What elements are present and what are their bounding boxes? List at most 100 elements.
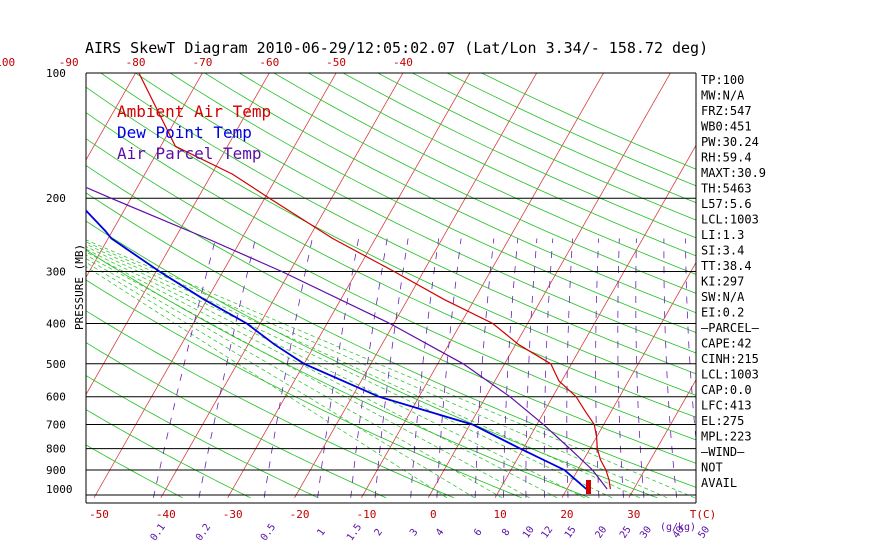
index-entry: SW:N/A (701, 290, 745, 304)
moist-adiabat-line (86, 261, 475, 499)
bottom-temp-tick-label: 0 (430, 508, 437, 521)
isotherm-line (628, 379, 696, 499)
mixing-ratio-tick-label: 15 (563, 524, 579, 540)
isotherm-line (829, 64, 870, 498)
index-entry: TT:38.4 (701, 259, 752, 273)
dry-adiabat-line (86, 112, 696, 418)
y-axis-label: PRESSURE (MB) (73, 244, 86, 330)
dry-adiabat-line (86, 249, 590, 499)
top-temp-tick-label: -70 (192, 56, 212, 69)
pressure-tick-label: 300 (46, 265, 66, 278)
top-temp-tick-label: -90 (59, 56, 79, 69)
mixing-ratio-tick-label: 1.5 (345, 522, 364, 543)
index-entry: —WIND— (701, 445, 745, 459)
index-entry: SI:3.4 (701, 244, 744, 258)
mixing-ratio-tick-label: 3 (408, 527, 420, 538)
index-entry: MPL:223 (701, 430, 752, 444)
mixing-ratio-line (198, 238, 256, 498)
index-entry: FRZ:547 (701, 104, 752, 118)
moist-adiabat-line (86, 241, 668, 499)
moist-adiabat-line (86, 251, 558, 499)
index-entry: WB0:451 (701, 120, 752, 134)
mixing-ratio-line (635, 238, 645, 498)
mixing-ratio-line (374, 238, 409, 498)
dry-adiabat-line (135, 73, 696, 354)
mixing-ratio-tick-label: 12 (539, 524, 555, 540)
pressure-tick-label: 800 (46, 443, 66, 456)
dry-adiabat-line (86, 164, 696, 464)
isotherm-line (160, 73, 404, 499)
index-entry: LCL:1003 (701, 213, 759, 227)
mixing-ratio-line (566, 238, 573, 498)
index-entry: LCL:1003 (701, 368, 759, 382)
index-entry: PW:30.24 (701, 135, 759, 149)
moist-adiabat-line (86, 243, 640, 499)
dry-adiabat-line (446, 73, 696, 187)
dry-adiabat-line (169, 73, 696, 334)
mixing-ratio-line (525, 238, 538, 498)
top-temp-tick-label: -50 (326, 56, 346, 69)
index-entry: MW:N/A (701, 89, 745, 103)
dry-adiabat-line (412, 73, 696, 204)
legend-entry: Dew Point Temp (117, 123, 252, 142)
series-line-1 (86, 209, 587, 490)
isotherm-line (361, 73, 604, 499)
mixing-ratio-line (595, 238, 600, 498)
mixing-ratio-line (317, 238, 359, 498)
bottom-temp-tick-label: -10 (356, 508, 376, 521)
index-entry: MAXT:30.9 (701, 166, 766, 180)
mixing-ratio-line (663, 238, 678, 498)
mixing-ratio-tick-label: 10 (521, 524, 537, 540)
mixing-ratio-tick-label: 0.5 (259, 522, 278, 543)
pressure-tick-label: 200 (46, 192, 66, 205)
moist-adiabat-line (86, 254, 530, 499)
isotherm-line (86, 73, 203, 279)
bottom-temp-tick-label: -40 (156, 508, 176, 521)
pressure-tick-label: 100 (46, 67, 66, 80)
chart-title: AIRS SkewT Diagram 2010-06-29/12:05:02.0… (85, 39, 708, 57)
isotherm-line (762, 64, 870, 498)
index-entry: RH:59.4 (701, 151, 752, 165)
index-entry: CINH:215 (701, 352, 759, 366)
dry-adiabat-line (86, 342, 387, 499)
isotherm-line (427, 73, 671, 499)
top-temp-tick-label: -60 (259, 56, 279, 69)
bottom-temp-tick-label: 20 (560, 508, 573, 521)
index-entry: AVAIL (701, 476, 737, 490)
mixing-ratio-tick-label: 6 (472, 527, 484, 538)
mixing-ratio-tick-label: 1 (315, 527, 327, 538)
dry-adiabat-line (377, 73, 696, 221)
bottom-temp-tick-label: 10 (493, 508, 506, 521)
mixing-ratio-tick-label: 4 (434, 527, 446, 538)
mixing-ratio-line (503, 238, 519, 498)
isotherm-line (0, 64, 7, 498)
pressure-tick-label: 600 (46, 391, 66, 404)
mixing-ratio-line (263, 238, 313, 498)
index-entry: CAP:0.0 (701, 383, 752, 397)
mixing-ratio-line (617, 238, 624, 498)
mixing-ratio-tick-label: 50 (696, 524, 712, 540)
dry-adiabat-line (86, 375, 319, 499)
mixing-ratio-tick-label: 0.2 (194, 522, 213, 543)
index-entry: EI:0.2 (701, 306, 744, 320)
mixing-ratio-unit: (g/kg) (660, 522, 696, 533)
pressure-tick-label: 900 (46, 464, 66, 477)
top-temp-tick-label: -80 (126, 56, 146, 69)
mixing-ratio-line (685, 238, 696, 444)
mixing-ratio-tick-label: 0.1 (149, 522, 168, 543)
index-entry: EL:275 (701, 414, 744, 428)
isotherm-line (0, 64, 74, 498)
moist-adiabat-line (86, 248, 585, 499)
dry-adiabat-line (86, 220, 658, 499)
top-temp-tick-label: -40 (393, 56, 413, 69)
dry-adiabat-line (308, 73, 696, 257)
moist-adiabat-line (86, 239, 695, 499)
index-entry: L57:5.6 (701, 197, 752, 211)
index-entry: —PARCEL— (701, 321, 760, 335)
dry-adiabat-line (86, 192, 696, 488)
dry-adiabat-line (86, 86, 696, 396)
mixing-ratio-tick-label: 30 (638, 524, 654, 540)
dry-adiabat-line (204, 73, 696, 314)
bottom-temp-tick-label: -20 (290, 508, 310, 521)
index-entry: CAPE:42 (701, 337, 752, 351)
